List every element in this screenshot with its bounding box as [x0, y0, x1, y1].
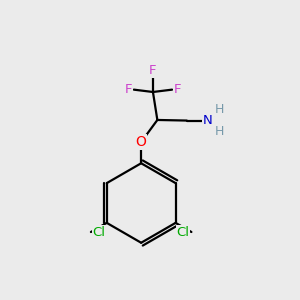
Text: Cl: Cl: [93, 226, 106, 239]
Text: F: F: [149, 64, 157, 77]
Text: H: H: [214, 103, 224, 116]
Text: F: F: [173, 83, 181, 96]
Text: O: O: [136, 135, 147, 149]
Text: N: N: [203, 114, 213, 127]
Text: H: H: [214, 125, 224, 138]
Text: Cl: Cl: [177, 226, 190, 239]
Text: F: F: [125, 83, 133, 96]
